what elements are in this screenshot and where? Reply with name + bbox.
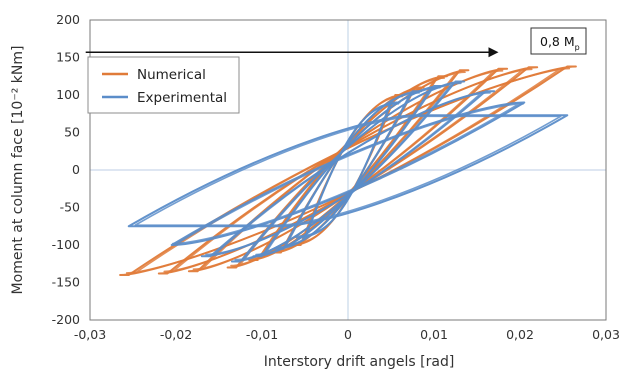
x-tick-label: 0 — [344, 327, 352, 342]
x-tick-label: 0,03 — [592, 327, 620, 342]
x-tick-label: 0,02 — [506, 327, 534, 342]
y-tick-label: 50 — [64, 125, 80, 140]
y-tick-label: 150 — [56, 50, 80, 65]
experimental-loop-repeat — [172, 103, 524, 245]
x-tick-label: -0,03 — [74, 327, 106, 342]
series-experimental — [127, 80, 569, 263]
y-tick-label: 200 — [56, 12, 80, 27]
y-tick-label: -150 — [52, 275, 80, 290]
legend-label-numerical: Numerical — [137, 67, 206, 83]
legend-box — [87, 56, 240, 114]
plot-frame — [89, 19, 607, 321]
y-axis-title: Moment at column face [10⁻² kNm] — [10, 46, 26, 295]
x-tick-label: -0,01 — [246, 327, 278, 342]
x-tick-label: 0,01 — [420, 327, 448, 342]
arrow-head-icon — [488, 47, 499, 58]
y-tick-label: -100 — [52, 237, 80, 252]
annotation-box — [530, 27, 587, 55]
capacity-annotation: 0,8 Mp — [85, 27, 587, 58]
legend: Numerical Experimental — [87, 56, 240, 114]
experimental-loop — [170, 101, 526, 246]
plot-border — [89, 19, 607, 321]
x-tick-label: -0,02 — [160, 327, 192, 342]
y-tick-label: 0 — [72, 162, 80, 177]
y-tick-label: -50 — [60, 200, 80, 215]
x-axis-title: Interstory drift angels [rad] — [264, 354, 455, 370]
annotation-label: 0,8 Mp — [540, 34, 580, 52]
legend-label-experimental: Experimental — [137, 90, 227, 106]
experimental-loop-repeat — [134, 115, 562, 226]
y-tick-label: -200 — [52, 312, 80, 327]
y-tick-label: 100 — [56, 87, 80, 102]
series-layer — [119, 65, 577, 276]
experimental-loop — [127, 114, 569, 228]
tick-labels: -0,03 -0,02 -0,01 0 0,01 0,02 0,03 -200 -150 -100… — [52, 12, 620, 342]
experimental-loop-repeat — [234, 82, 462, 261]
grid-layer — [90, 20, 606, 320]
